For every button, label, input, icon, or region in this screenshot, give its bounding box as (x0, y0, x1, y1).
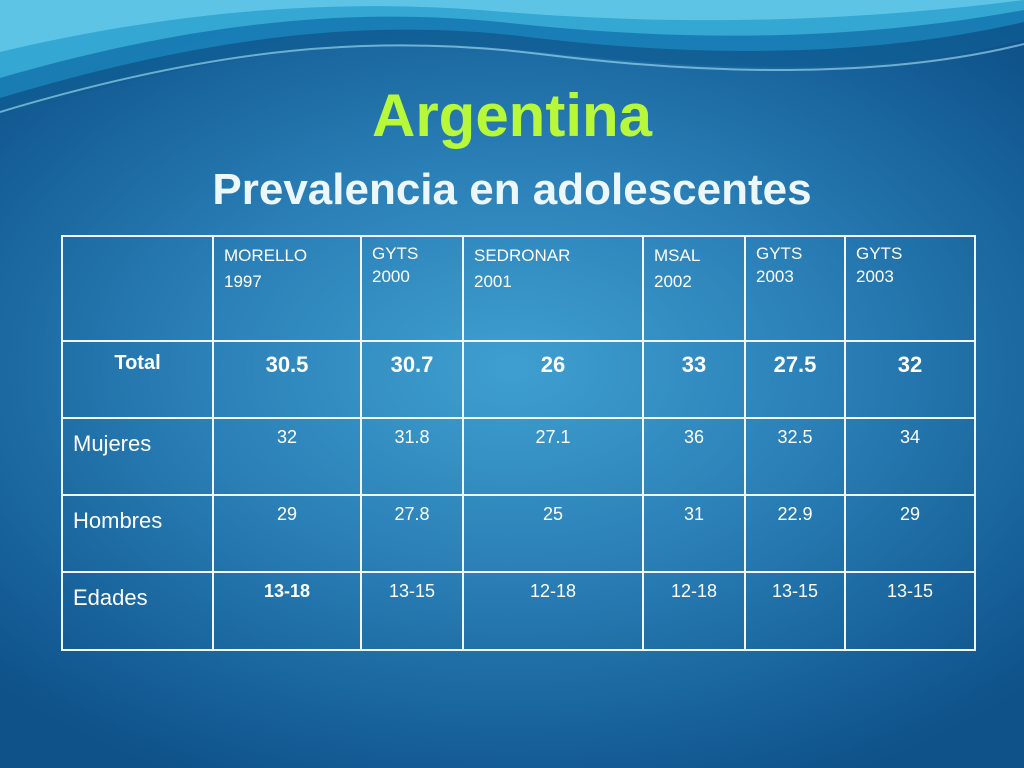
table-cell: 33 (642, 340, 746, 419)
table-cell: 30.7 (360, 340, 464, 419)
table-cell: 13-18 (212, 571, 362, 651)
table-cell: 27.8 (360, 494, 464, 573)
table-cell: 13-15 (844, 571, 976, 651)
table-cell: 27.1 (462, 417, 644, 496)
column-year: 2003 (856, 266, 894, 286)
table-row-total: Total 30.5 30.7 26 33 27.5 32 (61, 340, 976, 419)
column-source: MORELLO (224, 246, 308, 265)
table-row-mujeres: Mujeres 32 31.8 27.1 36 32.5 34 (61, 417, 976, 496)
table-cell: 31 (642, 494, 746, 573)
table-row-hombres: Hombres 29 27.8 25 31 22.9 29 (61, 494, 976, 573)
column-source: GYTS (856, 244, 903, 263)
column-year: 2000 (372, 266, 410, 286)
table-corner-cell (61, 235, 214, 342)
table-row-edades: Edades 13-18 13-15 12-18 12-18 13-15 13-… (61, 571, 976, 651)
column-source: GYTS (372, 244, 419, 263)
row-label: Hombres (61, 494, 214, 573)
table-cell: 12-18 (642, 571, 746, 651)
table-cell: 26 (462, 340, 644, 419)
row-label: Total (61, 340, 214, 419)
column-source: MSAL (654, 246, 701, 265)
row-label: Mujeres (61, 417, 214, 496)
column-header: SEDRONAR 2001 (462, 235, 644, 342)
table-cell: 13-15 (744, 571, 846, 651)
table-cell: 13-15 (360, 571, 464, 651)
table-cell: 32.5 (744, 417, 846, 496)
table-cell: 29 (844, 494, 976, 573)
row-label: Edades (61, 571, 214, 651)
prevalence-table: MORELLO 1997 GYTS 2000 SEDRONAR 2001 MSA… (61, 235, 976, 651)
column-header: MORELLO 1997 (212, 235, 362, 342)
column-source: GYTS (756, 244, 803, 263)
table-cell: 25 (462, 494, 644, 573)
table-cell: 34 (844, 417, 976, 496)
column-header: GYTS 2000 (360, 235, 464, 342)
column-header: GYTS 2003 (744, 235, 846, 342)
column-header: MSAL 2002 (642, 235, 746, 342)
column-source: SEDRONAR (474, 246, 571, 265)
table-cell: 12-18 (462, 571, 644, 651)
column-year: 2001 (474, 272, 512, 292)
column-year: 1997 (224, 272, 262, 292)
slide-subtitle: Prevalencia en adolescentes (212, 165, 812, 214)
table-cell: 32 (844, 340, 976, 419)
table-cell: 30.5 (212, 340, 362, 419)
column-year: 2003 (756, 266, 794, 286)
column-header: GYTS 2003 (844, 235, 976, 342)
decorative-wave-header (0, 0, 1024, 118)
table-cell: 29 (212, 494, 362, 573)
table-cell: 36 (642, 417, 746, 496)
column-year: 2002 (654, 272, 692, 292)
table-header-row: MORELLO 1997 GYTS 2000 SEDRONAR 2001 MSA… (61, 235, 976, 342)
table-cell: 22.9 (744, 494, 846, 573)
slide-title: Argentina (371, 82, 653, 149)
table-cell: 32 (212, 417, 362, 496)
table-cell: 31.8 (360, 417, 464, 496)
table-cell: 27.5 (744, 340, 846, 419)
